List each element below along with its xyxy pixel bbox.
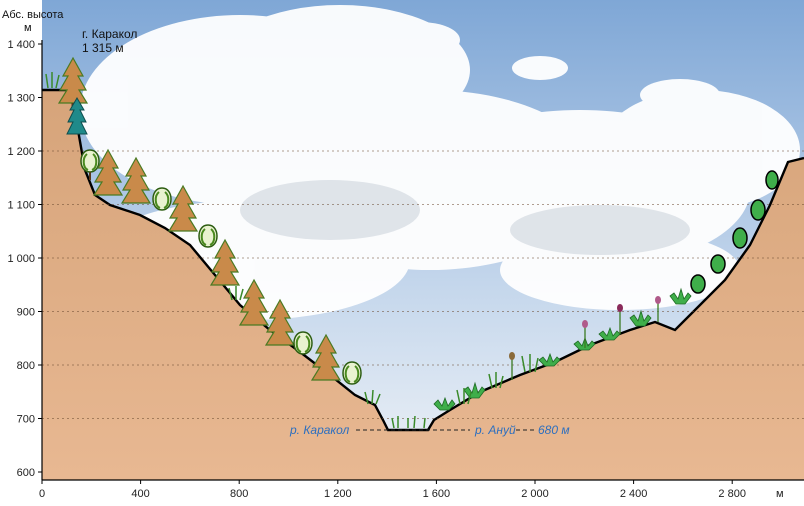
peak-name: г. Каракол bbox=[82, 27, 137, 41]
river-elevation-label: 680 м bbox=[538, 423, 570, 437]
y-tick-labels: 1 400 1 300 1 200 1 100 1 000 900 800 700 600 bbox=[7, 39, 42, 479]
x-tick-label: 1 200 bbox=[324, 488, 352, 500]
conifer-tree-icon bbox=[209, 238, 241, 286]
y-axis-unit: м bbox=[24, 22, 32, 34]
deciduous-tree-icon bbox=[152, 187, 172, 211]
river-anuy-label: р. Ануй bbox=[474, 423, 516, 437]
y-tick-label: 800 bbox=[17, 360, 35, 372]
deciduous-tree-icon bbox=[80, 149, 100, 180]
y-axis-title: Абс. высота bbox=[2, 9, 64, 21]
x-tick-label: 2 400 bbox=[620, 488, 648, 500]
y-tick-label: 1 300 bbox=[7, 93, 35, 105]
grass-icon bbox=[45, 72, 426, 429]
x-tick-label: 400 bbox=[131, 488, 149, 500]
vegetation-right bbox=[433, 170, 779, 411]
conifer-tree-icon bbox=[310, 333, 342, 381]
grass-icon bbox=[456, 354, 539, 405]
peak-elevation: 1 315 м bbox=[82, 41, 124, 55]
y-tick-label: 700 bbox=[17, 414, 35, 426]
x-axis-unit: м bbox=[776, 488, 784, 500]
x-tick-label: 0 bbox=[39, 488, 45, 500]
terrain bbox=[42, 90, 804, 480]
deciduous-tree-icon bbox=[293, 331, 313, 355]
conifer-tree-icon bbox=[167, 184, 199, 232]
x-tick-label: 2 000 bbox=[521, 488, 549, 500]
flower-icon bbox=[509, 296, 661, 380]
y-tick-label: 1 000 bbox=[7, 253, 35, 265]
y-tick-label: 600 bbox=[17, 467, 35, 479]
spruce-tree-icon bbox=[66, 97, 88, 135]
conifer-tree-icon bbox=[264, 298, 296, 346]
x-tick-label: 1 600 bbox=[423, 488, 451, 500]
shrub-icon bbox=[690, 170, 779, 294]
x-tick-label: 2 800 bbox=[718, 488, 746, 500]
terrain-outline bbox=[42, 88, 804, 432]
gridlines bbox=[42, 150, 804, 419]
cloud-shadows bbox=[240, 180, 690, 255]
conifer-tree-icon bbox=[120, 156, 152, 204]
y-tick-label: 1 200 bbox=[7, 146, 35, 158]
y-tick-label: 1 100 bbox=[7, 200, 35, 212]
vegetation-left bbox=[45, 56, 426, 429]
conifer-tree-icon bbox=[92, 148, 124, 196]
x-tick-labels: 0 400 800 1 200 1 600 2 000 2 400 2 800 bbox=[39, 480, 746, 500]
conifer-tree-icon bbox=[238, 278, 270, 326]
river-karakol-label: р. Каракол bbox=[289, 423, 350, 437]
y-tick-label: 900 bbox=[17, 307, 35, 319]
x-tick-label: 800 bbox=[230, 488, 248, 500]
deciduous-tree-icon bbox=[198, 224, 218, 248]
y-tick-label: 1 400 bbox=[7, 39, 35, 51]
deciduous-tree-icon bbox=[342, 361, 362, 385]
